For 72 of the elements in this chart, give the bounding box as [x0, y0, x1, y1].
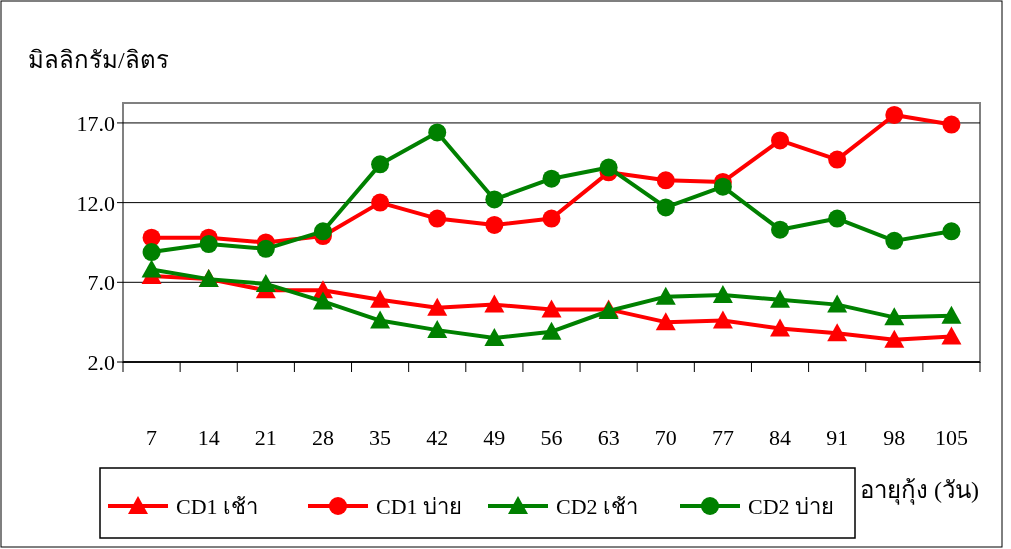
point [885, 231, 904, 250]
point [141, 259, 162, 278]
point [485, 190, 504, 209]
point [827, 323, 848, 342]
legend-label: CD1 เช้า [176, 494, 259, 519]
point [828, 150, 847, 169]
x-tick-label: 56 [540, 425, 563, 450]
point [542, 209, 561, 228]
x-tick-label: 21 [254, 425, 277, 450]
point [884, 307, 905, 326]
point [371, 193, 390, 212]
point [941, 326, 962, 345]
legend-label: CD1 บ่าย [376, 494, 463, 519]
point [656, 171, 675, 190]
x-tick-label: 35 [369, 425, 392, 450]
point [542, 169, 561, 188]
point [713, 177, 732, 196]
x-tick-label: 105 [934, 425, 968, 450]
point [541, 321, 562, 340]
x-tick-label: 28 [311, 425, 334, 450]
point [313, 222, 332, 241]
point [941, 305, 962, 324]
point [712, 310, 733, 329]
point [771, 131, 790, 150]
x-tick-label: 49 [483, 425, 506, 450]
legend-label: CD2 บ่าย [748, 494, 835, 519]
point [771, 220, 790, 239]
y-axis-title: มิลลิกรัม/ลิตร [28, 47, 169, 73]
point [656, 198, 675, 217]
point [599, 158, 618, 177]
y-tick-label: 17.0 [76, 110, 115, 136]
point [199, 235, 218, 254]
point [828, 209, 847, 228]
point [255, 273, 276, 292]
point [827, 294, 848, 313]
point [541, 299, 562, 318]
y-tick-label: 2.0 [87, 350, 115, 375]
point [484, 294, 505, 313]
y-tick-label: 7.0 [87, 270, 115, 296]
point [370, 289, 391, 308]
x-tick-label: 77 [711, 425, 734, 450]
legend-label: CD2 เช้า [556, 494, 639, 519]
point [312, 291, 333, 310]
point [484, 328, 505, 347]
point [427, 297, 448, 316]
point [655, 312, 676, 331]
point [770, 289, 791, 308]
point [942, 222, 961, 241]
point [142, 243, 161, 262]
y-tick-label: 12.0 [76, 190, 115, 216]
point [655, 286, 676, 305]
point [942, 115, 961, 134]
x-tick-label: 70 [654, 425, 677, 450]
point [884, 329, 905, 348]
x-tick-label: 84 [769, 425, 792, 450]
point [428, 209, 447, 228]
point [427, 320, 448, 339]
point [370, 310, 391, 329]
point [428, 123, 447, 142]
point [256, 239, 275, 258]
x-tick-label: 98 [883, 425, 906, 450]
point [770, 318, 791, 337]
x-tick-label: 63 [597, 425, 620, 450]
x-tick-label: 7 [146, 425, 158, 450]
point [371, 155, 390, 174]
x-tick-label: 42 [426, 425, 449, 450]
point [712, 285, 733, 304]
point [485, 215, 504, 234]
point [885, 105, 904, 124]
x-axis-title: อายุกุ้ง (วัน) [860, 477, 979, 505]
x-tick-label: 14 [197, 425, 220, 450]
x-tick-label: 91 [826, 425, 849, 450]
